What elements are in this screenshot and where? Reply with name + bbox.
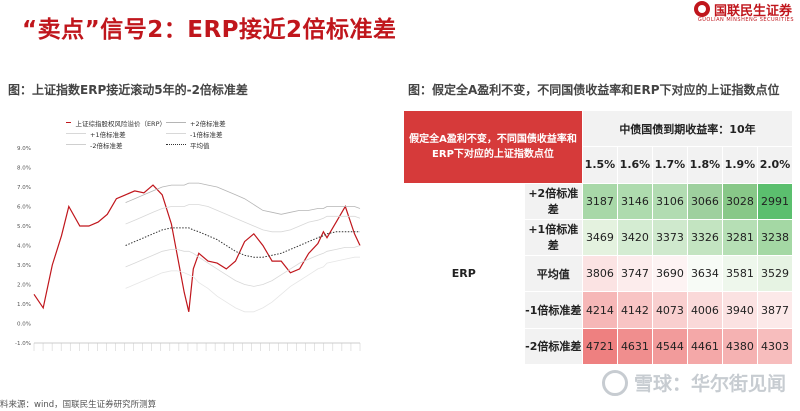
legend-item: 上证综指股权风险溢价（ERP） xyxy=(66,118,166,128)
legend-swatch xyxy=(66,144,86,145)
watermark-text: 雪球：华尔街见闻 xyxy=(633,373,786,395)
legend-item: -2倍标准差 xyxy=(66,140,166,150)
table-cell: 3028 xyxy=(721,182,758,220)
table-cell: 3146 xyxy=(616,182,653,220)
legend-label: +2倍标准差 xyxy=(190,119,226,128)
slide-title: “卖点”信号2：ERP接近2倍标准差 xyxy=(22,17,397,43)
column-header: 1.8% xyxy=(686,146,723,184)
series-line-0 xyxy=(33,184,361,312)
legend-swatch xyxy=(166,122,186,123)
column-header: 1.7% xyxy=(651,146,688,184)
column-header: 1.9% xyxy=(721,146,758,184)
legend-label: 上证综指股权风险溢价（ERP） xyxy=(75,119,166,128)
table-cell: 3469 xyxy=(581,218,618,257)
erp-line-chart: 9.0% 8.0% 7.0% 6.0% 5.0% 4.0% 3.0% 2.0% 1.0% 0.0%… xyxy=(15,146,361,351)
table-cell: 4631 xyxy=(616,327,653,366)
table-cell: 2991 xyxy=(756,182,794,220)
table-cell: 3106 xyxy=(651,182,688,220)
legend-item: +2倍标准差 xyxy=(166,118,266,128)
row-header: 平均值 xyxy=(523,255,583,293)
table-cell: 3326 xyxy=(686,218,723,257)
table-cell: 3238 xyxy=(756,218,794,257)
legend-swatch xyxy=(66,133,86,134)
y-tick-label: 7.0% xyxy=(17,185,31,191)
legend-swatch xyxy=(166,144,186,145)
legend-item: -1倍标准差 xyxy=(166,129,266,139)
legend-label: -2倍标准差 xyxy=(90,141,123,150)
legend-label: +1倍标准差 xyxy=(90,130,126,139)
company-logo: 国联民生证券 xyxy=(693,0,792,19)
logo-mark-icon xyxy=(693,1,710,17)
table-cell: 3373 xyxy=(651,218,688,257)
source-note: 料来源：wind，国联民生证券研究所测算 xyxy=(0,400,157,410)
table-cell: 3187 xyxy=(581,182,618,220)
table-cell: 4380 xyxy=(721,327,758,366)
legend-swatch xyxy=(66,122,72,123)
table-cell: 3806 xyxy=(581,255,618,293)
table-cell: 3281 xyxy=(721,218,758,257)
legend-row: 上证综指股权风险溢价（ERP） +2倍标准差 xyxy=(66,117,266,128)
table-cell: 4214 xyxy=(581,291,618,329)
row-header: -2倍标准差 xyxy=(523,327,583,366)
left-panel-title: 图：上证指数ERP接近滚动5年的-2倍标准差 xyxy=(8,83,248,97)
table-cell: 4073 xyxy=(651,291,688,329)
y-tick-label: 6.0% xyxy=(17,205,31,211)
legend-label: -1倍标准差 xyxy=(190,130,223,139)
legend-swatch xyxy=(166,133,186,134)
row-header: -1倍标准差 xyxy=(523,291,583,329)
y-tick-label: 3.0% xyxy=(17,263,31,269)
series-line-3 xyxy=(125,227,360,258)
table-cell: 3940 xyxy=(721,291,758,329)
table-cell: 4721 xyxy=(581,327,618,366)
legend-item: 平均值 xyxy=(166,140,266,150)
table-cell: 3529 xyxy=(756,255,794,293)
snowball-icon xyxy=(601,369,628,396)
column-header: 1.6% xyxy=(616,146,653,184)
y-tick-label: 9.0% xyxy=(17,146,31,152)
table-cell: 4142 xyxy=(616,291,653,329)
logo-english-name: GUOLIAN MINSHENG SECURITIES xyxy=(697,17,794,23)
y-tick-label: 8.0% xyxy=(17,166,31,172)
chart-legend: 上证综指股权风险溢价（ERP） +2倍标准差 +1倍标准差 -1倍标准差 -2倍标准差 平… xyxy=(66,117,266,150)
row-group-label: ERP xyxy=(403,182,525,366)
table-cell: 3634 xyxy=(686,255,723,293)
series-line-2 xyxy=(125,204,361,233)
table-corner-label: 假定全A盈利不变，不同国债收益率和ERP下对应的上证指数点位 xyxy=(403,110,583,184)
table-cell: 3066 xyxy=(686,182,723,220)
y-tick-label: -1.0% xyxy=(15,341,31,347)
legend-row: +1倍标准差 -1倍标准差 xyxy=(66,128,266,139)
legend-item: +1倍标准差 xyxy=(66,129,166,139)
table-cell: 4544 xyxy=(651,327,688,366)
watermark: 雪球：华尔街见闻 xyxy=(601,369,786,396)
table-cell: 3420 xyxy=(616,218,653,257)
right-panel-title: 图：假定全A盈利不变，不同国债收益率和ERP下对应的上证指数点位 xyxy=(408,83,780,97)
legend-label: 平均值 xyxy=(190,141,210,150)
y-tick-label: 0.0% xyxy=(17,322,31,328)
row-header: +1倍标准差 xyxy=(523,218,583,257)
row-header: +2倍标准差 xyxy=(523,182,583,220)
series-line-4 xyxy=(125,245,361,287)
table-cell: 4461 xyxy=(686,327,723,366)
series-line-5 xyxy=(125,256,360,313)
column-header: 1.5% xyxy=(581,146,618,184)
y-tick-label: 1.0% xyxy=(17,302,31,308)
table-cell: 3690 xyxy=(651,255,688,293)
table-cell: 4303 xyxy=(756,327,794,366)
erp-index-table: 假定全A盈利不变，不同国债收益率和ERP下对应的上证指数点位 中债国债到期收益率：… xyxy=(403,109,794,366)
table-cell: 3581 xyxy=(721,255,758,293)
y-tick-label: 4.0% xyxy=(17,244,31,250)
series-line-1 xyxy=(125,182,361,215)
column-header: 2.0% xyxy=(756,146,794,184)
legend-row: -2倍标准差 平均值 xyxy=(66,139,266,150)
table-cell: 3877 xyxy=(756,291,794,329)
logo-name: 国联民生证券 xyxy=(713,3,792,19)
table-cell: 4006 xyxy=(686,291,723,329)
table-cell: 3747 xyxy=(616,255,653,293)
column-group-header: 中债国债到期收益率：10年 xyxy=(581,109,794,148)
y-tick-label: 5.0% xyxy=(17,224,31,230)
y-tick-label: 2.0% xyxy=(17,283,31,289)
